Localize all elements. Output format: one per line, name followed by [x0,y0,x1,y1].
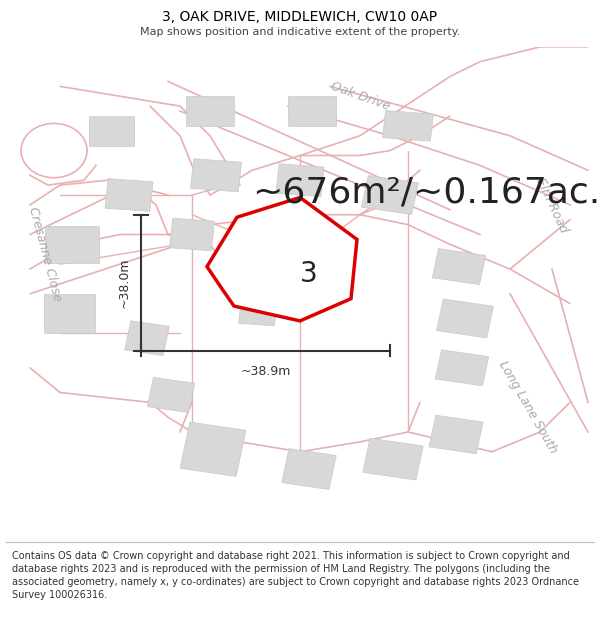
Polygon shape [437,299,493,338]
Polygon shape [45,226,99,263]
Polygon shape [191,159,241,192]
Polygon shape [288,96,336,126]
Text: Map shows position and indicative extent of the property.: Map shows position and indicative extent… [140,26,460,36]
Polygon shape [276,164,324,196]
Polygon shape [180,422,246,476]
Text: Long Lane South: Long Lane South [496,359,560,456]
Text: ~38.9m: ~38.9m [241,366,290,378]
Polygon shape [44,294,95,333]
Polygon shape [105,179,153,211]
Text: ~38.0m: ~38.0m [117,258,130,308]
Text: Cresanne Close: Cresanne Close [26,206,64,303]
Text: ~676m²/~0.167ac.: ~676m²/~0.167ac. [252,176,600,209]
Polygon shape [170,218,214,251]
Polygon shape [282,449,336,489]
Text: Oak Drive: Oak Drive [329,79,391,113]
Polygon shape [89,116,133,146]
Polygon shape [186,96,234,126]
Polygon shape [383,111,433,141]
Polygon shape [125,321,169,356]
Polygon shape [363,438,423,480]
Polygon shape [147,378,195,412]
Polygon shape [429,415,483,454]
Polygon shape [435,350,489,386]
Polygon shape [432,249,486,284]
Text: 3, OAK DRIVE, MIDDLEWICH, CW10 0AP: 3, OAK DRIVE, MIDDLEWICH, CW10 0AP [163,10,437,24]
Polygon shape [240,256,276,282]
Text: Contains OS data © Crown copyright and database right 2021. This information is : Contains OS data © Crown copyright and d… [12,551,579,601]
Text: 3: 3 [300,260,318,288]
Polygon shape [239,296,277,326]
Polygon shape [362,176,418,214]
Polygon shape [207,198,357,321]
Text: Elm Road: Elm Road [533,175,571,234]
